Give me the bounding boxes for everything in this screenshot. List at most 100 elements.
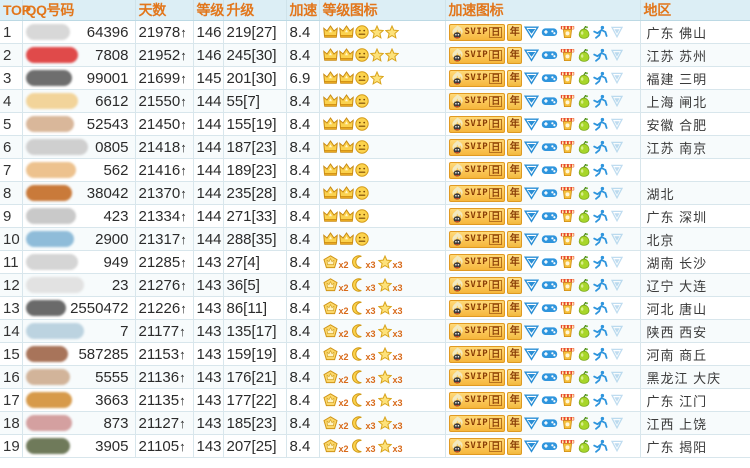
year-badge-icon[interactable]: 年 bbox=[507, 414, 523, 432]
table-row[interactable]: 2 7808 21952↑ 146 245[30] 8.4 SVIP 日年江苏 苏州 bbox=[0, 43, 750, 67]
year-badge-icon[interactable]: 年 bbox=[507, 391, 523, 409]
svip-badge-icon[interactable]: SVIP 日 bbox=[448, 299, 506, 317]
header-acceleration-icons[interactable]: 加速图标 bbox=[445, 0, 641, 21]
table-row[interactable]: 16 5555 21136↑ 143 176[21] 8.4 x2 x3 x3 SVIP 日年黑龙江… bbox=[0, 365, 750, 389]
year-badge-icon[interactable]: 年 bbox=[507, 299, 523, 317]
qq-number-cell[interactable]: 52543 bbox=[22, 112, 136, 136]
svip-day-label: 日 bbox=[489, 164, 503, 176]
acceleration-icons-cell: SVIP 日年 bbox=[445, 434, 641, 458]
table-row[interactable]: 6 0805 21418↑ 144 187[23] 8.4 SVIP 日年江苏 南京 bbox=[0, 135, 750, 159]
header-level-icons[interactable]: 等级图标 bbox=[319, 0, 446, 21]
table-row[interactable]: 14 7 21177↑ 143 135[17] 8.4 x2 x3 x3 SVIP 日年陕西 西安 bbox=[0, 319, 750, 343]
header-level[interactable]: 等级 bbox=[193, 0, 224, 21]
svip-badge-icon[interactable]: SVIP 日 bbox=[448, 207, 506, 225]
level-icons-cell bbox=[319, 204, 446, 228]
svip-badge-icon[interactable]: SVIP 日 bbox=[448, 368, 506, 386]
qq-number-cell[interactable]: 0805 bbox=[22, 135, 136, 159]
qq-number-cell[interactable]: 99001 bbox=[22, 66, 136, 90]
svip-badge-icon[interactable]: SVIP 日 bbox=[448, 23, 506, 41]
table-row[interactable]: 13 2550472 21226↑ 143 86[11] 8.4 x2 x3 x3 SVIP 日年河… bbox=[0, 296, 750, 320]
svip-badge-icon[interactable]: SVIP 日 bbox=[448, 276, 506, 294]
qq-number-cell[interactable]: 38042 bbox=[22, 181, 136, 205]
svip-flame-icon bbox=[451, 94, 464, 108]
up-arrow-icon: ↑ bbox=[179, 323, 186, 339]
table-row[interactable]: 1 64396 21978↑ 146 219[27] 8.4 SVIP 日年广东 佛山 bbox=[0, 20, 750, 44]
header-region[interactable]: 地区 bbox=[640, 0, 750, 21]
header-top[interactable]: TOP bbox=[0, 0, 31, 21]
star-icon bbox=[377, 323, 392, 338]
acceleration-icon-group: SVIP 日年 bbox=[448, 91, 638, 111]
qq-number-cell[interactable]: 5555 bbox=[22, 365, 136, 389]
header-qq-number[interactable]: QQ号码 bbox=[22, 0, 136, 21]
table-row[interactable]: 15 587285 21153↑ 143 159[19] 8.4 x2 x3 x3 SVIP 日年河… bbox=[0, 342, 750, 366]
svip-badge-icon[interactable]: SVIP 日 bbox=[448, 253, 506, 271]
svip-badge-icon[interactable]: SVIP 日 bbox=[448, 345, 506, 363]
table-row[interactable]: 7 562 21416↑ 144 189[23] 8.4 SVIP 日年 bbox=[0, 158, 750, 182]
table-row[interactable]: 12 23 21276↑ 143 36[5] 8.4 x2 x3 x3 SVIP 日年辽宁 大连 bbox=[0, 273, 750, 297]
year-badge-icon[interactable]: 年 bbox=[507, 69, 523, 87]
svip-badge-icon[interactable]: SVIP 日 bbox=[448, 46, 506, 64]
qq-number-cell[interactable]: 2900 bbox=[22, 227, 136, 251]
header-upgrade[interactable]: 升级 bbox=[223, 0, 287, 21]
qq-number-cell[interactable]: 7808 bbox=[22, 43, 136, 67]
svip-badge-icon[interactable]: SVIP 日 bbox=[448, 69, 506, 87]
qq-number-cell[interactable]: 6612 bbox=[22, 89, 136, 113]
svip-badge-icon[interactable]: SVIP 日 bbox=[448, 391, 506, 409]
year-badge-icon[interactable]: 年 bbox=[507, 276, 523, 294]
table-row[interactable]: 8 38042 21370↑ 144 235[28] 8.4 SVIP 日年湖北 bbox=[0, 181, 750, 205]
year-badge-icon[interactable]: 年 bbox=[507, 345, 523, 363]
table-row[interactable]: 10 2900 21317↑ 144 288[35] 8.4 SVIP 日年北京 bbox=[0, 227, 750, 251]
level-cell: 146 bbox=[193, 43, 224, 67]
qq-game-controller-icon bbox=[541, 393, 558, 407]
table-row[interactable]: 4 6612 21550↑ 144 55[7] 8.4 SVIP 日年上海 闸北 bbox=[0, 89, 750, 113]
table-row[interactable]: 19 3905 21105↑ 143 207[25] 8.4 x2 x3 x3 SVIP 日年广东 … bbox=[0, 434, 750, 458]
svip-badge-icon[interactable]: SVIP 日 bbox=[448, 230, 506, 248]
qq-number-cell[interactable]: 23 bbox=[22, 273, 136, 297]
qq-number-cell[interactable]: 2550472 bbox=[22, 296, 136, 320]
qq-number-cell[interactable]: 949 bbox=[22, 250, 136, 274]
year-badge-icon[interactable]: 年 bbox=[507, 437, 523, 455]
svip-badge-icon[interactable]: SVIP 日 bbox=[448, 322, 506, 340]
year-badge-icon[interactable]: 年 bbox=[507, 161, 523, 179]
svip-badge-icon[interactable]: SVIP 日 bbox=[448, 92, 506, 110]
year-badge-icon[interactable]: 年 bbox=[507, 207, 523, 225]
table-row[interactable]: 5 52543 21450↑ 144 155[19] 8.4 SVIP 日年安徽 合肥 bbox=[0, 112, 750, 136]
svip-day-label: 日 bbox=[489, 187, 503, 199]
year-badge-icon[interactable]: 年 bbox=[507, 184, 523, 202]
qq-number-cell[interactable]: 587285 bbox=[22, 342, 136, 366]
crown-icon bbox=[338, 209, 354, 223]
qq-number-cell[interactable]: 423 bbox=[22, 204, 136, 228]
qq-number-cell[interactable]: 64396 bbox=[22, 20, 136, 44]
year-badge-icon[interactable]: 年 bbox=[507, 253, 523, 271]
svip-badge-icon[interactable]: SVIP 日 bbox=[448, 184, 506, 202]
header-days[interactable]: 天数 bbox=[135, 0, 194, 21]
year-badge-icon[interactable]: 年 bbox=[507, 92, 523, 110]
table-row[interactable]: 17 3663 21135↑ 143 177[22] 8.4 x2 x3 x3 SVIP 日年广东 … bbox=[0, 388, 750, 412]
table-row[interactable]: 18 873 21127↑ 143 185[23] 8.4 x2 x3 x3 SVIP 日年江西 上… bbox=[0, 411, 750, 435]
year-badge-icon[interactable]: 年 bbox=[507, 230, 523, 248]
qq-number-cell[interactable]: 7 bbox=[22, 319, 136, 343]
table-row[interactable]: 3 99001 21699↑ 145 201[30] 6.9 SVIP 日年福建 三明 bbox=[0, 66, 750, 90]
year-badge-icon[interactable]: 年 bbox=[507, 322, 523, 340]
svip-badge-icon[interactable]: SVIP 日 bbox=[448, 161, 506, 179]
header-acceleration[interactable]: 加速 bbox=[286, 0, 320, 21]
acceleration-cell: 8.4 bbox=[286, 227, 320, 251]
year-badge-icon[interactable]: 年 bbox=[507, 46, 523, 64]
svip-label: SVIP bbox=[464, 188, 489, 198]
days-cell: 21416↑ bbox=[135, 158, 194, 182]
svip-badge-icon[interactable]: SVIP 日 bbox=[448, 138, 506, 156]
table-row[interactable]: 9 423 21334↑ 144 271[33] 8.4 SVIP 日年广东 深圳 bbox=[0, 204, 750, 228]
qq-number-cell[interactable]: 3663 bbox=[22, 388, 136, 412]
qq-number-cell[interactable]: 562 bbox=[22, 158, 136, 182]
year-badge-icon[interactable]: 年 bbox=[507, 115, 523, 133]
qq-number-cell[interactable]: 873 bbox=[22, 411, 136, 435]
qq-number-cell[interactable]: 3905 bbox=[22, 434, 136, 458]
svip-badge-icon[interactable]: SVIP 日 bbox=[448, 437, 506, 455]
year-badge-icon[interactable]: 年 bbox=[507, 23, 523, 41]
year-badge-icon[interactable]: 年 bbox=[507, 368, 523, 386]
table-row[interactable]: 11 949 21285↑ 143 27[4] 8.4 x2 x3 x3 SVIP 日年湖南 长沙 bbox=[0, 250, 750, 274]
year-badge-icon[interactable]: 年 bbox=[507, 138, 523, 156]
crown-icon bbox=[322, 439, 338, 453]
svip-badge-icon[interactable]: SVIP 日 bbox=[448, 115, 506, 133]
svip-badge-icon[interactable]: SVIP 日 bbox=[448, 414, 506, 432]
